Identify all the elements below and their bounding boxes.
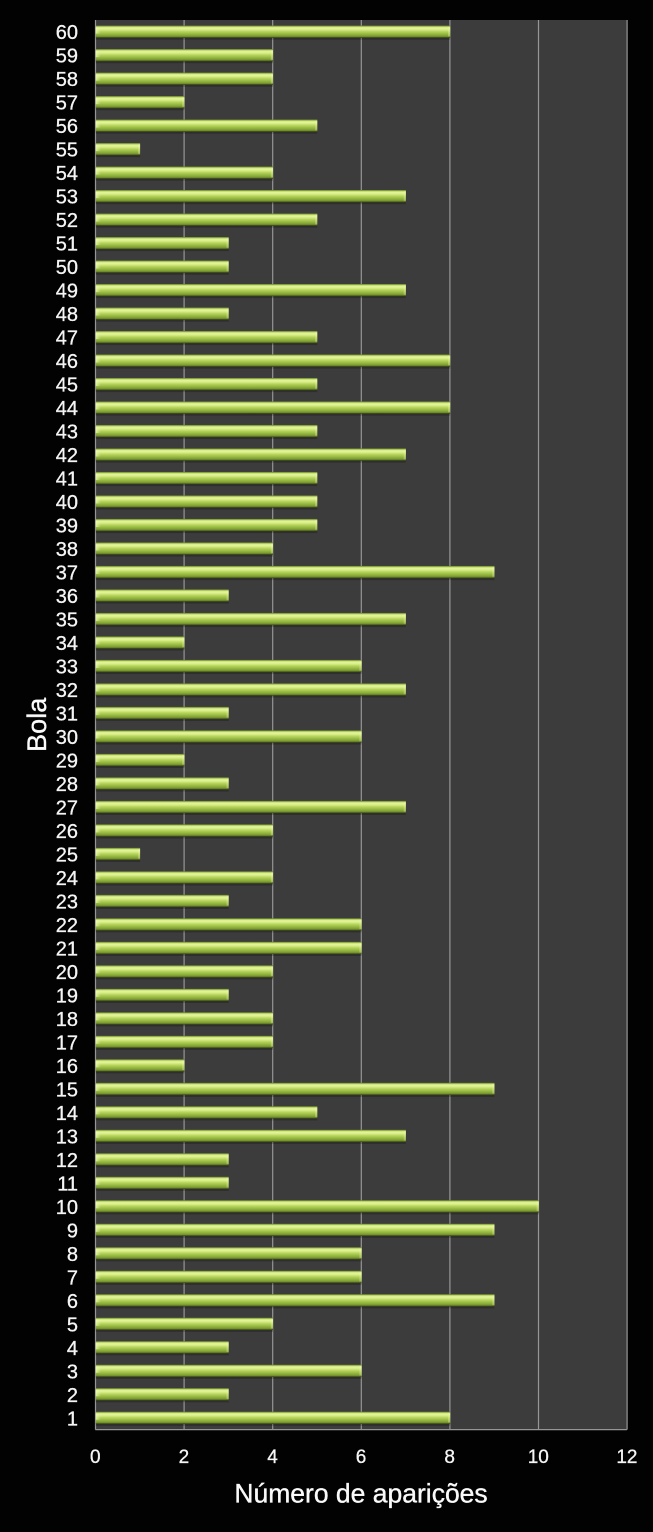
svg-text:37: 37 (56, 563, 78, 585)
svg-text:4: 4 (67, 1338, 78, 1360)
svg-text:21: 21 (56, 939, 78, 961)
svg-text:6: 6 (67, 1291, 78, 1313)
svg-text:8: 8 (67, 1244, 78, 1266)
svg-text:19: 19 (56, 986, 78, 1008)
svg-text:Bola: Bola (22, 697, 52, 752)
svg-text:15: 15 (56, 1079, 78, 1101)
svg-text:54: 54 (56, 163, 78, 185)
svg-text:29: 29 (56, 751, 78, 773)
svg-text:50: 50 (56, 257, 78, 279)
svg-text:18: 18 (56, 1009, 78, 1031)
svg-text:24: 24 (56, 868, 78, 890)
svg-text:2: 2 (179, 1447, 190, 1468)
svg-text:10: 10 (528, 1447, 549, 1468)
svg-text:20: 20 (56, 962, 78, 984)
svg-text:59: 59 (56, 46, 78, 68)
svg-text:49: 49 (56, 281, 78, 303)
svg-text:51: 51 (56, 234, 78, 256)
svg-text:23: 23 (56, 892, 78, 914)
svg-text:30: 30 (56, 727, 78, 749)
svg-text:39: 39 (56, 516, 78, 538)
svg-text:53: 53 (56, 187, 78, 209)
svg-text:10: 10 (56, 1197, 78, 1219)
svg-text:2: 2 (67, 1385, 78, 1407)
svg-text:36: 36 (56, 586, 78, 608)
svg-text:52: 52 (56, 210, 78, 232)
svg-text:22: 22 (56, 915, 78, 937)
svg-text:4: 4 (267, 1447, 278, 1468)
svg-text:45: 45 (56, 375, 78, 397)
svg-text:38: 38 (56, 539, 78, 561)
svg-text:9: 9 (67, 1220, 78, 1242)
svg-text:44: 44 (56, 398, 78, 420)
svg-text:7: 7 (67, 1267, 78, 1289)
svg-text:8: 8 (444, 1447, 455, 1468)
svg-text:46: 46 (56, 351, 78, 373)
svg-text:12: 12 (616, 1447, 637, 1468)
svg-text:40: 40 (56, 492, 78, 514)
svg-text:35: 35 (56, 610, 78, 632)
svg-text:14: 14 (56, 1103, 78, 1125)
svg-text:16: 16 (56, 1056, 78, 1078)
svg-text:28: 28 (56, 774, 78, 796)
svg-text:60: 60 (56, 22, 78, 44)
svg-text:32: 32 (56, 680, 78, 702)
svg-text:58: 58 (56, 69, 78, 91)
svg-text:0: 0 (90, 1447, 101, 1468)
svg-text:33: 33 (56, 657, 78, 679)
svg-text:1: 1 (67, 1408, 78, 1430)
svg-text:47: 47 (56, 328, 78, 350)
svg-text:26: 26 (56, 821, 78, 843)
svg-text:11: 11 (57, 1173, 78, 1195)
svg-text:27: 27 (56, 798, 78, 820)
svg-text:31: 31 (56, 704, 78, 726)
svg-text:6: 6 (356, 1447, 367, 1468)
svg-text:3: 3 (67, 1361, 78, 1383)
svg-text:5: 5 (67, 1314, 78, 1336)
svg-text:25: 25 (56, 845, 78, 867)
svg-text:43: 43 (56, 422, 78, 444)
svg-text:42: 42 (56, 445, 78, 467)
svg-text:57: 57 (56, 93, 78, 115)
svg-text:55: 55 (56, 140, 78, 162)
svg-text:17: 17 (56, 1033, 78, 1055)
svg-text:48: 48 (56, 304, 78, 326)
svg-text:13: 13 (56, 1126, 78, 1148)
svg-text:41: 41 (56, 469, 78, 491)
svg-text:34: 34 (56, 633, 78, 655)
svg-text:12: 12 (56, 1150, 78, 1172)
svg-text:56: 56 (56, 116, 78, 138)
svg-text:Número de aparições: Número de aparições (234, 1479, 487, 1509)
